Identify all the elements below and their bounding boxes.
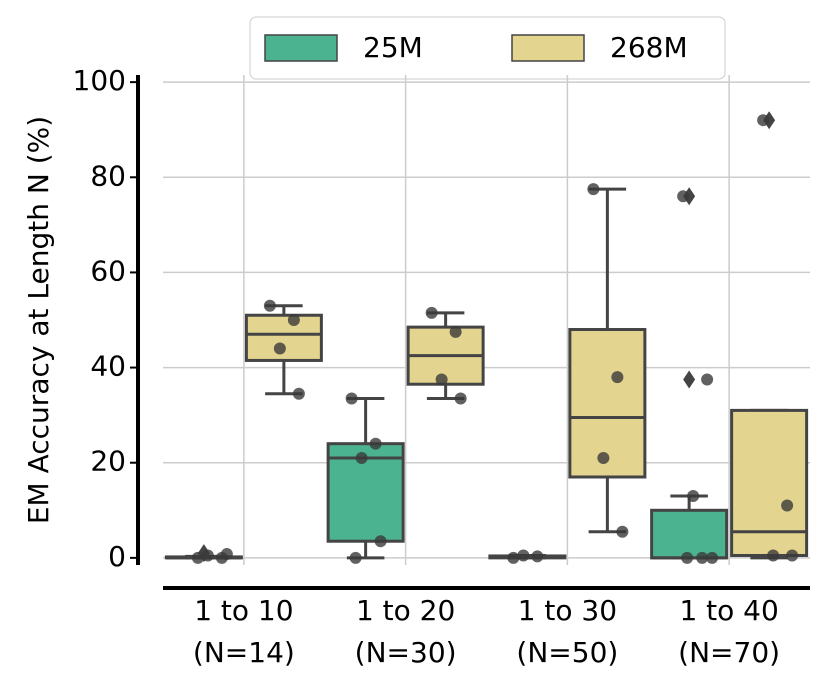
y-tick-label: 100 [73, 64, 126, 97]
data-point [435, 373, 448, 386]
data-point [345, 392, 358, 405]
data-point [191, 551, 204, 564]
y-tick-label: 20 [90, 445, 126, 478]
legend-label: 268M [610, 31, 688, 64]
x-tick-label: 1 to 30 [518, 594, 617, 627]
data-point [374, 535, 387, 548]
x-tick-label: 1 to 20 [356, 594, 455, 627]
flier [683, 370, 696, 389]
data-point [369, 437, 382, 450]
legend-swatch [264, 34, 338, 62]
data-point [616, 525, 629, 538]
data-point [355, 451, 368, 464]
data-point [517, 549, 530, 562]
x-tick-sublabel: (N=70) [678, 636, 780, 669]
data-point [287, 314, 300, 326]
box [730, 408, 809, 557]
legend-label: 25M [363, 31, 423, 64]
data-point [292, 387, 305, 400]
data-point [531, 550, 544, 563]
x-tick-label: 1 to 40 [679, 594, 778, 627]
data-point [701, 373, 714, 386]
data-point [706, 551, 719, 564]
data-point [587, 183, 600, 196]
data-point [597, 451, 610, 464]
data-point [786, 549, 799, 562]
data-point [696, 551, 709, 564]
y-tick-label: 0 [108, 540, 126, 573]
data-point [687, 490, 700, 503]
data-point [449, 325, 462, 338]
data-point [767, 549, 780, 562]
x-tick-label: 1 to 10 [194, 594, 293, 627]
data-point [507, 551, 520, 564]
data-point [263, 299, 276, 312]
data-point [273, 342, 286, 355]
data-point [781, 499, 794, 512]
legend [249, 16, 726, 80]
data-point [349, 551, 362, 564]
x-tick-sublabel: (N=50) [516, 636, 618, 669]
y-tick-label: 40 [90, 350, 126, 383]
box [650, 508, 729, 560]
box [568, 328, 647, 479]
y-tick-label: 80 [90, 159, 126, 192]
data-point [454, 392, 467, 405]
data-point [611, 371, 624, 384]
x-tick-sublabel: (N=30) [355, 636, 457, 669]
y-tick-label: 60 [90, 254, 126, 287]
box [244, 313, 323, 362]
data-point [757, 114, 770, 127]
x-tick-sublabel: (N=14) [193, 636, 295, 669]
data-point [677, 190, 690, 203]
y-axis-label: EM Accuracy at Length N (%) [22, 116, 55, 524]
legend-swatch [511, 34, 585, 62]
data-point [425, 306, 438, 319]
data-point [201, 549, 214, 562]
data-point [681, 551, 694, 564]
data-point [220, 548, 233, 561]
